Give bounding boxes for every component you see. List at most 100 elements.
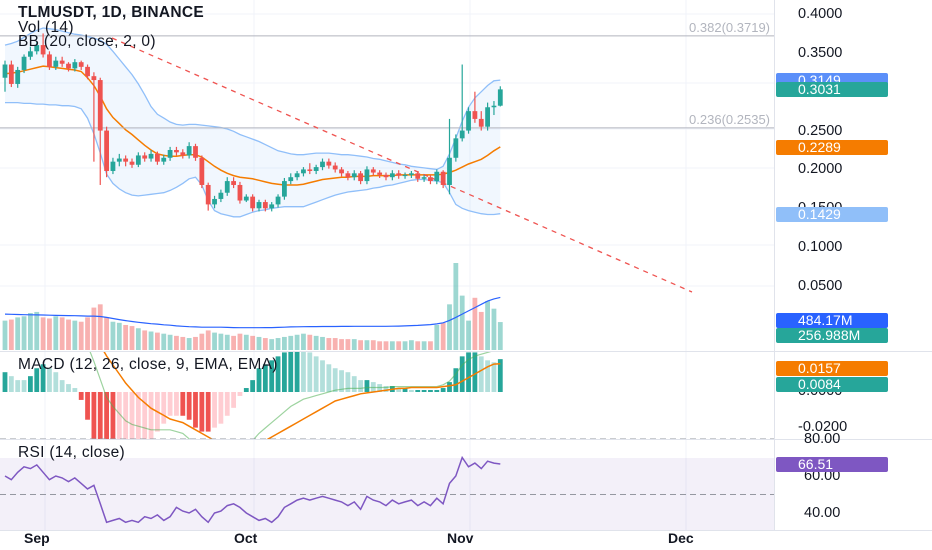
macd-hist-bar bbox=[307, 352, 313, 392]
macd-hist-bar bbox=[85, 392, 90, 420]
macd-label-macd-hist: 0.0084 bbox=[776, 377, 888, 392]
candle-body bbox=[167, 150, 173, 158]
volume-bar bbox=[40, 317, 46, 350]
macd-hist-bar bbox=[15, 380, 21, 392]
macd-hist-bar bbox=[301, 352, 306, 392]
macd-hist-bar bbox=[161, 392, 167, 424]
volume-bar bbox=[53, 316, 59, 350]
volume-bar bbox=[142, 330, 148, 350]
macd-hist-bar bbox=[78, 392, 84, 400]
candle-body bbox=[491, 105, 497, 108]
volume-bar bbox=[167, 334, 173, 350]
volume-bar bbox=[148, 331, 154, 350]
macd-hist-bar bbox=[497, 359, 503, 392]
candle-body bbox=[472, 111, 478, 119]
candle-body bbox=[59, 60, 65, 64]
volume-bar bbox=[307, 334, 313, 350]
candle-body bbox=[339, 169, 344, 174]
macd-hist-bar bbox=[212, 392, 217, 428]
macd-hist-bar bbox=[110, 392, 116, 439]
volume-bar bbox=[497, 322, 503, 350]
candle-body bbox=[40, 45, 46, 55]
rsi-line bbox=[4, 455, 501, 524]
time-tick-oct: Oct bbox=[234, 530, 258, 546]
candle-body bbox=[389, 173, 395, 178]
candle-body bbox=[104, 130, 109, 171]
fib-label-1: 0.236(0.2535) bbox=[689, 112, 770, 127]
volume-bar bbox=[135, 328, 141, 350]
volume-bar bbox=[218, 333, 224, 350]
macd-hist-bar bbox=[472, 352, 478, 392]
macd-label-macd-signal: 0.0157 bbox=[776, 361, 888, 376]
candle-body bbox=[301, 169, 306, 174]
candle-body bbox=[396, 173, 402, 176]
candle-body bbox=[288, 177, 294, 182]
macd-hist-bar bbox=[59, 380, 65, 392]
macd-hist-bar bbox=[28, 376, 33, 392]
macd-hist-bar bbox=[180, 392, 186, 416]
macd-hist-bar bbox=[339, 370, 344, 392]
candle-body bbox=[28, 51, 33, 57]
macd-hist-bar bbox=[351, 376, 357, 392]
macd-content bbox=[2, 352, 503, 439]
pane-separators bbox=[0, 0, 932, 531]
volume-bar bbox=[212, 332, 217, 350]
volume-bar bbox=[224, 334, 230, 350]
macd-hist-bar bbox=[104, 392, 109, 439]
volume-bar bbox=[193, 336, 198, 350]
candle-body bbox=[256, 202, 262, 209]
volume-bar bbox=[485, 301, 490, 350]
candlesticks bbox=[2, 33, 503, 212]
macd-hist-bar bbox=[21, 380, 27, 392]
candle-body bbox=[415, 173, 421, 179]
volume-bar bbox=[34, 311, 40, 350]
volume-bar bbox=[453, 263, 459, 350]
macd-hist-bar bbox=[421, 390, 427, 392]
candle-body bbox=[358, 173, 363, 182]
candle-body bbox=[453, 138, 459, 158]
volume-bar bbox=[104, 317, 109, 350]
volume-label-vol-ma: 484.17M bbox=[776, 313, 888, 328]
volume-bar bbox=[478, 311, 484, 350]
price-label-last-price: 0.3031 bbox=[776, 82, 888, 98]
candle-body bbox=[15, 69, 21, 84]
macd-hist-bar bbox=[275, 356, 281, 392]
candle-body bbox=[269, 204, 275, 209]
candle-body bbox=[97, 80, 103, 131]
volume-bar bbox=[21, 316, 27, 350]
macd-hist-bar bbox=[440, 388, 446, 392]
macd-hist-bar bbox=[294, 352, 300, 392]
macd-hist-bar bbox=[332, 368, 338, 392]
volume-bar bbox=[116, 322, 122, 350]
volume-bar bbox=[358, 340, 363, 350]
symbol-title: TLMUSDT, 1D, BINANCE bbox=[18, 4, 204, 21]
fibonacci-levels: 0.382(0.3719) 0.236(0.2535) bbox=[0, 20, 774, 129]
candle-body bbox=[434, 171, 440, 182]
candle-body bbox=[205, 184, 211, 205]
volume-bar bbox=[205, 330, 211, 350]
candle-body bbox=[466, 111, 471, 131]
macd-hist-bar bbox=[402, 388, 408, 392]
grid-lines bbox=[0, 0, 774, 530]
macd-hist-bar bbox=[224, 392, 230, 416]
volume-bar bbox=[91, 307, 97, 350]
volume-bar bbox=[8, 319, 14, 350]
volume-bar bbox=[85, 317, 90, 350]
volume-bar bbox=[28, 313, 33, 350]
candle-body bbox=[428, 177, 433, 182]
volume-bar bbox=[421, 341, 427, 350]
volume-bar bbox=[186, 338, 192, 350]
volume-bar bbox=[2, 320, 8, 350]
candle-body bbox=[478, 118, 484, 127]
time-tick-dec: Dec bbox=[668, 530, 694, 546]
volume-ma-line bbox=[4, 296, 501, 329]
volume-bar bbox=[377, 341, 383, 350]
macd-hist-bar bbox=[313, 356, 319, 392]
candle-body bbox=[199, 157, 205, 185]
candle-body bbox=[402, 174, 408, 177]
volume-bar bbox=[409, 340, 414, 350]
candle-body bbox=[231, 181, 236, 185]
price-label-bb-basis: 0.2289 bbox=[776, 139, 888, 155]
macd-hist-bar bbox=[485, 360, 490, 392]
